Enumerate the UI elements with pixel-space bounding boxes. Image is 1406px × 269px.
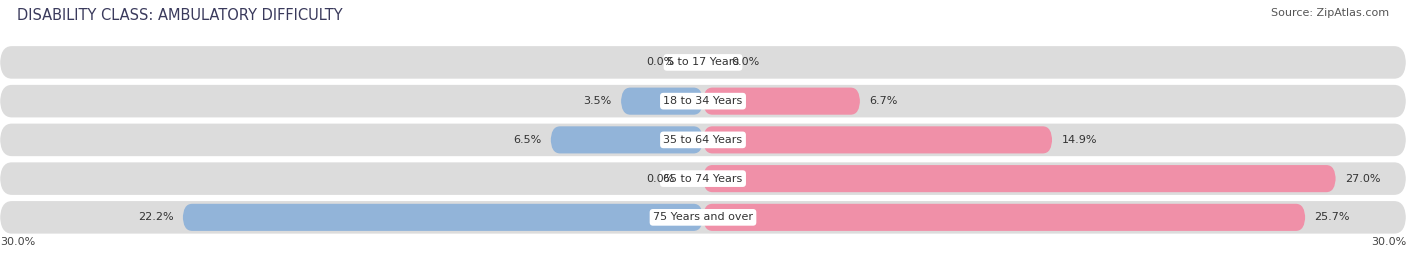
Text: 0.0%: 0.0% (731, 57, 759, 68)
FancyBboxPatch shape (703, 204, 1305, 231)
Text: Source: ZipAtlas.com: Source: ZipAtlas.com (1271, 8, 1389, 18)
FancyBboxPatch shape (703, 126, 1052, 153)
Text: 27.0%: 27.0% (1346, 174, 1381, 184)
FancyBboxPatch shape (0, 85, 1406, 117)
Text: DISABILITY CLASS: AMBULATORY DIFFICULTY: DISABILITY CLASS: AMBULATORY DIFFICULTY (17, 8, 343, 23)
Text: 22.2%: 22.2% (138, 212, 173, 222)
Text: 65 to 74 Years: 65 to 74 Years (664, 174, 742, 184)
FancyBboxPatch shape (703, 165, 1336, 192)
Text: 0.0%: 0.0% (647, 174, 675, 184)
Text: 25.7%: 25.7% (1315, 212, 1350, 222)
Text: 30.0%: 30.0% (1371, 237, 1406, 247)
Text: 5 to 17 Years: 5 to 17 Years (666, 57, 740, 68)
Text: 6.5%: 6.5% (513, 135, 541, 145)
Text: 14.9%: 14.9% (1062, 135, 1097, 145)
FancyBboxPatch shape (551, 126, 703, 153)
FancyBboxPatch shape (621, 88, 703, 115)
Text: 30.0%: 30.0% (0, 237, 35, 247)
Text: 6.7%: 6.7% (869, 96, 898, 106)
Text: 0.0%: 0.0% (647, 57, 675, 68)
FancyBboxPatch shape (0, 46, 1406, 79)
Text: 75 Years and over: 75 Years and over (652, 212, 754, 222)
FancyBboxPatch shape (0, 201, 1406, 233)
Text: 35 to 64 Years: 35 to 64 Years (664, 135, 742, 145)
Text: 18 to 34 Years: 18 to 34 Years (664, 96, 742, 106)
FancyBboxPatch shape (183, 204, 703, 231)
FancyBboxPatch shape (0, 162, 1406, 195)
Text: 3.5%: 3.5% (583, 96, 612, 106)
FancyBboxPatch shape (0, 124, 1406, 156)
FancyBboxPatch shape (703, 88, 860, 115)
